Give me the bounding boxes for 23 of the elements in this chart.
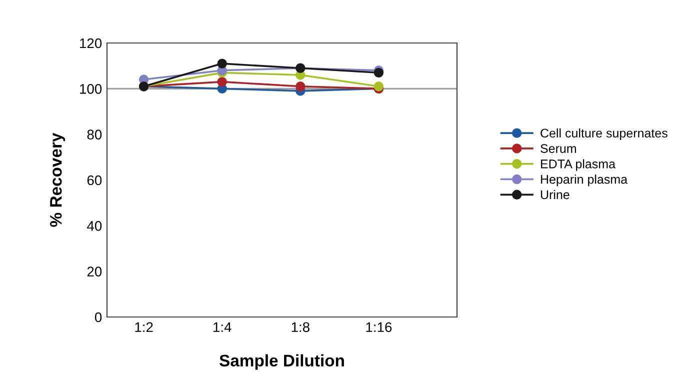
- y-tick-label: 0: [94, 312, 102, 322]
- legend-label: Urine: [540, 190, 570, 200]
- point: [217, 58, 227, 68]
- y-tick-label: 80: [87, 130, 102, 140]
- y-tick-label: 20: [87, 266, 102, 277]
- point: [296, 82, 306, 92]
- legend-label: Heparin plasma: [541, 174, 628, 186]
- y-axis-title: % Recovery: [50, 132, 66, 227]
- x-tick-label: 1:16: [366, 322, 392, 332]
- y-tick-label: 40: [87, 221, 102, 231]
- x-tick-label: 1:4: [214, 322, 232, 332]
- x-axis-title: Sample Dilution: [220, 354, 344, 370]
- y-tick-label: 60: [87, 175, 102, 186]
- point: [374, 68, 384, 78]
- x-tick-label: 1:2: [135, 322, 153, 332]
- x-tick-label: 1:8: [292, 322, 310, 332]
- point: [217, 76, 227, 87]
- point: [374, 82, 384, 92]
- y-tick-label: 100: [80, 84, 102, 94]
- legend-label: Cell culture supernates: [540, 128, 668, 140]
- y-tick-label: 120: [80, 38, 102, 48]
- legend-label: EDTA plasma: [541, 159, 616, 171]
- legend-label: Serum: [540, 144, 576, 153]
